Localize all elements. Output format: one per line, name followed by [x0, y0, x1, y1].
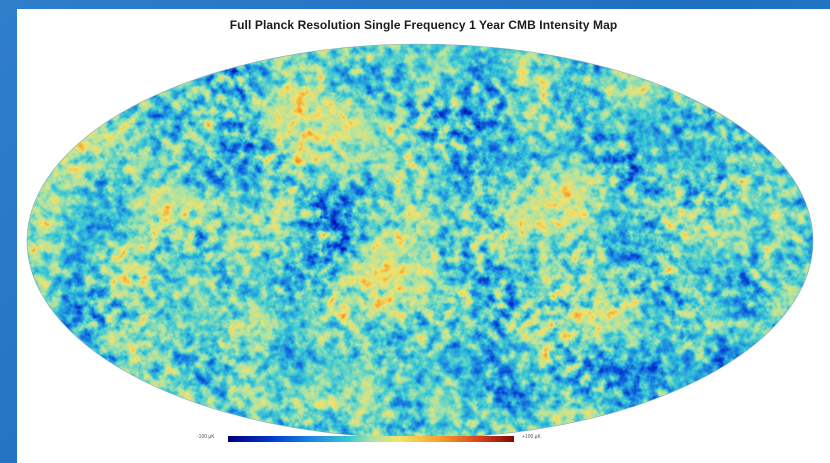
sky-map-pixels	[27, 44, 813, 438]
colorbar-max-label: +100 µK	[522, 434, 541, 440]
map-title: Full Planck Resolution Single Frequency …	[229, 18, 618, 32]
cmb-sky-map	[26, 43, 814, 439]
colorbar-min-label: -100 µK	[197, 434, 215, 440]
slide-panel: Full Planck Resolution Single Frequency …	[17, 9, 830, 463]
temperature-colorbar	[228, 436, 514, 442]
